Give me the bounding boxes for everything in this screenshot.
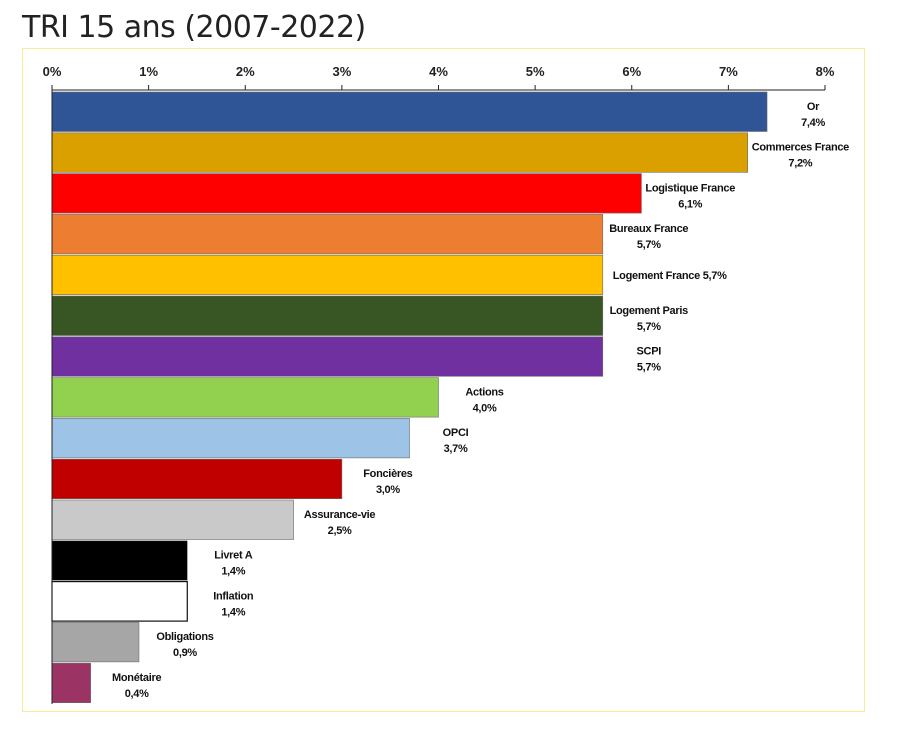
x-tick-label: 5% (526, 64, 545, 79)
bar-logement-france (51, 254, 604, 295)
bar-value-label: 0,4% (125, 688, 149, 700)
bar-chart: 0% 1% 2% 3% 4% 5% 6% 7% 8% Or 7,4% Commerces Franc… (43, 64, 849, 704)
bar-inflation (51, 580, 188, 622)
bar-logistique-france (51, 173, 642, 214)
bar-category-label: Obligations (156, 631, 213, 643)
bar-assurance-vie (51, 499, 294, 540)
bar-value-label: 7,4% (801, 117, 825, 129)
x-tick-label: 7% (719, 64, 738, 79)
x-tick-label: 0% (43, 64, 62, 79)
bar-value-label: 5,7% (637, 362, 661, 374)
bar-value-label: 5,7% (637, 321, 661, 333)
bar-value-label: 1,4% (221, 566, 245, 578)
axes (51, 89, 825, 704)
bar-commerces-france (51, 132, 749, 173)
bars (51, 91, 768, 704)
bar-category-label: Inflation (213, 590, 254, 602)
bar-or (51, 91, 768, 132)
bar-logement-paris (51, 295, 604, 336)
bar-category-label: Or (807, 101, 820, 113)
bar-value-label: 3,7% (444, 443, 468, 455)
page-title: TRI 15 ans (2007-2022) (22, 10, 366, 45)
bar-value-label: 2,5% (328, 525, 352, 537)
bar-livret-a (51, 540, 188, 581)
bar-category-label: Assurance-vie (304, 509, 375, 521)
bar-label: Logement France 5,7% (613, 270, 727, 282)
chart-frame: 0% 1% 2% 3% 4% 5% 6% 7% 8% Or 7,4% Commerces Franc… (22, 48, 865, 712)
bar-category-label: Foncières (363, 468, 412, 480)
bar-category-label: Actions (465, 386, 503, 398)
x-tick-label: 4% (429, 64, 448, 79)
x-tick-label: 8% (816, 64, 835, 79)
bar-category-label: Logement Paris (610, 305, 689, 317)
x-tick-label: 2% (236, 64, 255, 79)
bar-value-label: 7,2% (788, 158, 812, 170)
bar-category-label: Bureaux France (609, 223, 688, 235)
bar-opci (51, 418, 410, 459)
bar-category-label: Logistique France (645, 182, 735, 194)
x-tick-label: 3% (332, 64, 351, 79)
bar-value-label: 4,0% (473, 402, 497, 414)
bar-value-label: 3,0% (376, 484, 400, 496)
bar-scpi (51, 336, 604, 377)
bar-category-label: Monétaire (112, 672, 161, 684)
bar-mon-taire (51, 662, 91, 704)
bar-obligations (51, 622, 140, 663)
x-tick-label: 1% (139, 64, 158, 79)
x-tick-label: 6% (622, 64, 641, 79)
bar-category-label: Commerces France (752, 142, 849, 154)
bar-labels: Or 7,4% Commerces France 7,2% Logistique Fra… (112, 101, 849, 700)
bar-bureaux-france (51, 214, 604, 255)
bar-value-label: 6,1% (678, 198, 702, 210)
bar-value-label: 1,4% (221, 606, 245, 618)
bar-category-label: OPCI (443, 427, 469, 439)
bar-category-label: SCPI (637, 346, 662, 358)
bar-value-label: 0,9% (173, 647, 197, 659)
x-axis-ticks: 0% 1% 2% 3% 4% 5% 6% 7% 8% (43, 64, 835, 90)
bar-category-label: Livret A (214, 550, 253, 562)
bar-actions (51, 377, 439, 418)
bar-fonci-res (51, 458, 343, 500)
bar-value-label: 5,7% (637, 239, 661, 251)
